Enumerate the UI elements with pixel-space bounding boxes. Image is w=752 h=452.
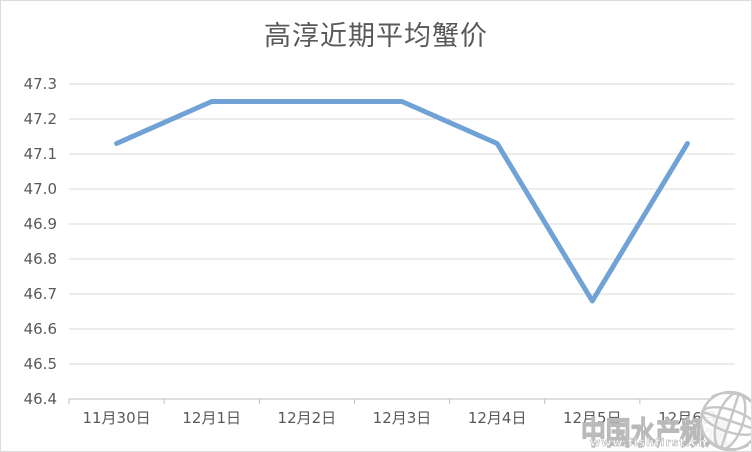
x-tick-label: 12月4日 [467, 409, 527, 427]
y-tick-label: 46.6 [23, 320, 57, 338]
y-tick-label: 46.9 [23, 215, 57, 233]
y-tick-label: 47.1 [23, 145, 57, 163]
x-tick-label: 12月1日 [182, 409, 242, 427]
y-tick-label: 47.2 [23, 110, 57, 128]
y-tick-label: 47.0 [23, 180, 57, 198]
y-tick-label: 46.5 [23, 355, 57, 373]
x-tick-label: 12月6日 [658, 409, 717, 427]
x-tick-label: 12月5日 [562, 409, 622, 427]
y-tick-label: 46.8 [23, 250, 57, 268]
x-tick-label: 12月2日 [277, 409, 337, 427]
y-tick-label: 46.4 [23, 390, 57, 408]
y-tick-label: 46.7 [23, 285, 57, 303]
price-line-series [114, 99, 690, 304]
chart-title: 高淳近期平均蟹价 [264, 21, 488, 52]
y-tick-label: 47.3 [23, 75, 57, 93]
x-tick-label: 12月3日 [372, 409, 432, 427]
x-tick-label: 11月30日 [82, 409, 151, 427]
